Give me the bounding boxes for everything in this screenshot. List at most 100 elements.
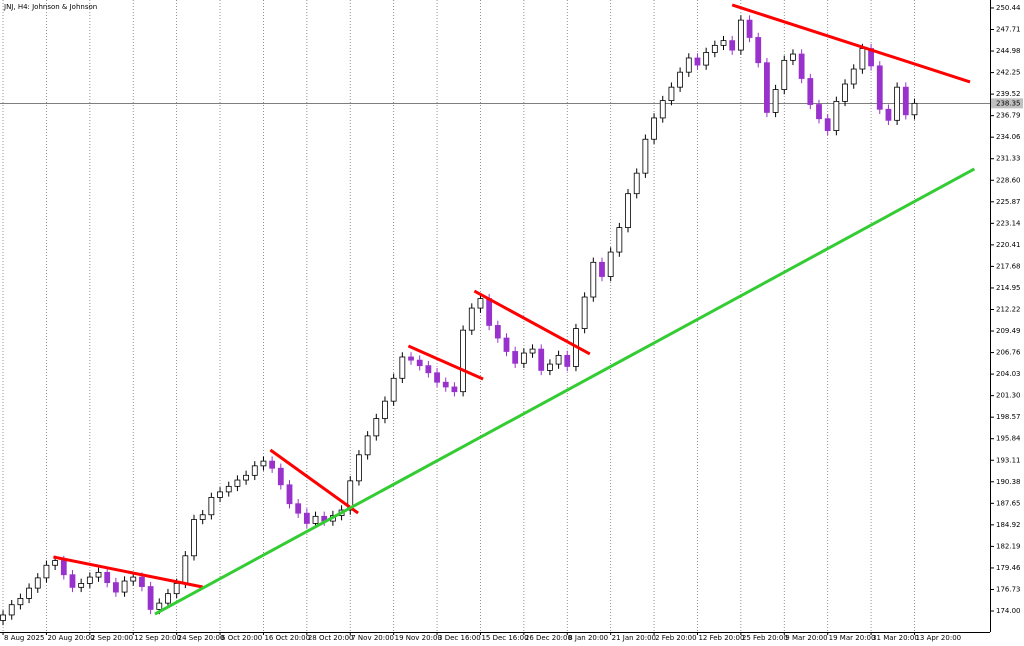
candle-body xyxy=(390,377,397,402)
candle-body xyxy=(173,583,180,595)
candle-body xyxy=(312,515,319,524)
trendline xyxy=(154,167,976,616)
candle-body xyxy=(165,593,171,604)
y-tick-label: 193.11 xyxy=(996,456,1021,464)
candle-body xyxy=(182,555,189,584)
candle-body xyxy=(251,465,258,476)
x-tick-label: 13 Apr 20:00 xyxy=(915,634,961,642)
candle-body xyxy=(364,435,371,456)
candle-body xyxy=(651,117,657,140)
candle-body xyxy=(43,564,50,579)
x-tick-label: 2 Sep 20:00 xyxy=(91,634,133,642)
x-tick-label: 20 Aug 20:00 xyxy=(47,634,94,642)
y-tick-label: 250.44 xyxy=(996,4,1021,12)
candle-body xyxy=(60,560,67,576)
candle-body xyxy=(729,40,736,51)
candle-body xyxy=(382,400,388,419)
candle-body xyxy=(633,172,640,195)
candle-body xyxy=(520,352,527,364)
candle-body xyxy=(468,307,475,331)
x-tick-label: 8 Aug 2025 xyxy=(4,634,44,642)
candle-body xyxy=(486,298,493,326)
trendlines xyxy=(53,3,976,616)
y-tick-label: 179.46 xyxy=(996,564,1021,572)
candle-body xyxy=(590,261,597,298)
candle-body xyxy=(850,68,857,85)
y-tick-label: 225.87 xyxy=(996,198,1021,206)
x-tick-label: 12 Sep 20:00 xyxy=(134,634,181,642)
candle-body xyxy=(833,100,840,131)
candle-body xyxy=(286,484,293,505)
candle-body xyxy=(885,108,892,121)
trendline xyxy=(407,344,484,381)
candle-body xyxy=(199,514,206,520)
y-tick-label: 209.49 xyxy=(996,327,1021,335)
y-tick-label: 198.57 xyxy=(996,413,1021,421)
candle-body xyxy=(764,62,770,113)
grid xyxy=(0,0,990,632)
candle-body xyxy=(277,467,284,486)
trendline xyxy=(53,555,203,589)
x-tick-label: 7 Nov 20:00 xyxy=(351,634,394,642)
y-tick-label: 223.14 xyxy=(996,219,1021,227)
candle-body xyxy=(659,100,666,119)
candle-body xyxy=(720,40,727,46)
candle-body xyxy=(798,53,805,79)
candle-body xyxy=(477,298,484,309)
candle-body xyxy=(217,491,223,498)
candle-body xyxy=(225,485,232,493)
candle-body xyxy=(69,574,76,588)
x-tick-label: 3 Dec 16:00 xyxy=(438,634,481,642)
candle-body xyxy=(416,359,423,367)
candle-body xyxy=(434,372,440,383)
candle-body xyxy=(356,454,362,482)
y-tick-label: 201.30 xyxy=(996,392,1021,400)
y-tick-label: 190.38 xyxy=(996,478,1021,486)
candle-body xyxy=(842,83,848,102)
candle-body xyxy=(737,19,744,51)
candle-body xyxy=(677,71,684,88)
y-tick-label: 239.52 xyxy=(996,90,1021,98)
x-tick-label: 19 Mar 20:00 xyxy=(829,634,876,642)
x-tick-label: 21 Jan 20:00 xyxy=(612,634,656,642)
candle-body xyxy=(772,89,779,113)
y-tick-label: 234.06 xyxy=(996,133,1021,141)
candle-body xyxy=(859,48,866,70)
y-tick-label: 214.95 xyxy=(996,284,1021,292)
candle-body xyxy=(399,356,406,379)
candle-body xyxy=(685,57,692,73)
candle-body xyxy=(599,261,605,277)
candle-body xyxy=(0,614,6,621)
candle-body xyxy=(824,118,831,131)
y-tick-label: 244.98 xyxy=(996,47,1021,55)
x-tick-label: 6 Oct 20:00 xyxy=(221,634,262,642)
y-tick-label: 176.73 xyxy=(996,585,1021,593)
candle-body xyxy=(607,251,614,277)
x-tick-label: 25 Feb 20:00 xyxy=(742,634,788,642)
x-tick-label: 19 Nov 20:00 xyxy=(395,634,442,642)
candle-body xyxy=(703,52,710,66)
candle-body xyxy=(95,571,102,578)
candle-body xyxy=(34,577,41,589)
candle-body xyxy=(564,355,571,367)
candle-body xyxy=(112,582,119,593)
candle-body xyxy=(234,479,241,487)
candle-body xyxy=(303,512,310,524)
candle-body xyxy=(711,44,718,53)
y-tick-label: 195.84 xyxy=(996,435,1021,443)
candle-body xyxy=(529,348,536,354)
y-tick-label: 187.65 xyxy=(996,499,1021,507)
x-tick-label: 8 Jan 20:00 xyxy=(568,634,608,642)
candle-body xyxy=(243,474,249,481)
y-tick-label: 220.41 xyxy=(996,241,1021,249)
trendline xyxy=(269,448,359,515)
candle-body xyxy=(408,356,414,361)
candle-body xyxy=(191,519,197,557)
candle-body xyxy=(616,227,623,253)
last-price-label: 238.35 xyxy=(996,99,1021,107)
y-tick-label: 236.79 xyxy=(996,112,1021,120)
candle-body xyxy=(911,102,918,116)
